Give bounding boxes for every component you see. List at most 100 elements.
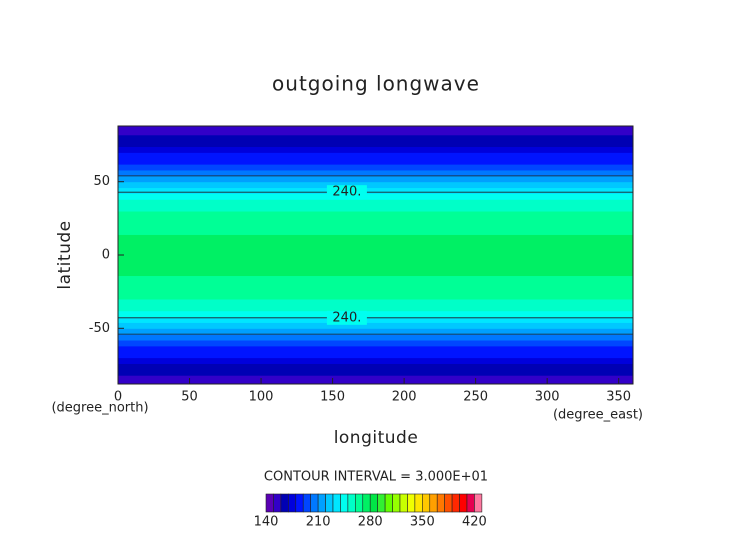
band (118, 381, 633, 385)
colorbar-cell (377, 493, 386, 513)
band (118, 126, 633, 130)
x-tick-label: 0 (114, 390, 122, 405)
y-axis-label: latitude (55, 220, 75, 289)
x-tick-label: 50 (181, 390, 198, 405)
band (118, 187, 633, 194)
band (118, 211, 633, 218)
colorbar-cell (422, 493, 431, 513)
colorbar-tick-label: 350 (410, 515, 435, 530)
colorbar-cell (369, 493, 378, 513)
colorbar-cell (459, 493, 468, 513)
colorbar-cell (444, 493, 453, 513)
contour-label-bg (326, 310, 367, 325)
colorbar-tick-label: 210 (306, 515, 331, 530)
x-tick-label: 250 (463, 390, 488, 405)
band (118, 222, 633, 230)
colorbar-cell (414, 493, 423, 513)
colorbar-cell (273, 493, 282, 513)
band (118, 322, 633, 329)
band (118, 146, 633, 153)
colorbar-cell (288, 493, 297, 513)
contour-interval: CONTOUR INTERVAL = 3.000E+01 (264, 470, 488, 485)
band (118, 246, 633, 253)
colorbar-cell (436, 493, 445, 513)
contour-label-bg (326, 185, 367, 200)
band (118, 252, 633, 259)
colorbar-cell (429, 493, 438, 513)
x-axis-label: longitude (334, 428, 419, 448)
band (118, 304, 633, 312)
band (118, 152, 633, 159)
band (118, 340, 633, 347)
band (118, 345, 633, 353)
band (118, 216, 633, 224)
band (118, 363, 633, 370)
band (118, 240, 633, 247)
band (118, 164, 633, 171)
x-tick-label: 200 (392, 390, 417, 405)
y-tick-label: 50 (93, 174, 110, 189)
colorbar-cell (399, 493, 408, 513)
band (118, 369, 633, 376)
band (118, 375, 633, 382)
band (118, 316, 633, 323)
colorbar-cell (407, 493, 416, 513)
band (118, 263, 633, 271)
band (118, 128, 633, 136)
colorbar-cell (295, 493, 304, 513)
band (118, 140, 633, 148)
x-tick-label: 350 (606, 390, 631, 405)
x-tick-label: 300 (535, 390, 560, 405)
x-tick-label: 150 (320, 390, 345, 405)
band (118, 169, 633, 177)
band (118, 269, 633, 277)
colorbar-cell (451, 493, 460, 513)
colorbar-cell (280, 493, 289, 513)
field (118, 126, 633, 385)
band (118, 287, 633, 294)
band (118, 310, 633, 318)
colorbar-cell (474, 493, 483, 513)
band (118, 275, 633, 282)
band (118, 181, 633, 189)
band (118, 298, 633, 306)
colorbar-cell (355, 493, 364, 513)
colorbar-cell (340, 493, 349, 513)
colorbar-cell (265, 493, 274, 513)
colorbar-cell (384, 493, 393, 513)
chart-title: outgoing longwave (272, 72, 480, 96)
y-tick-label: -50 (89, 321, 110, 336)
colorbar-cell (347, 493, 356, 513)
y-tick-label: 0 (102, 248, 110, 263)
band (118, 357, 633, 364)
band (118, 175, 633, 183)
colorbar-cell (317, 493, 326, 513)
band (118, 334, 633, 341)
contour-label: 240. (332, 310, 361, 325)
x-tick-label: 100 (249, 390, 274, 405)
colorbar-cell (362, 493, 371, 513)
contour-label: 240. (332, 185, 361, 200)
band (118, 234, 633, 241)
colorbar-cell (332, 493, 341, 513)
band (118, 199, 633, 206)
band (118, 351, 633, 359)
band (118, 205, 633, 212)
colorbar-tick-label: 420 (462, 515, 487, 530)
band (118, 158, 633, 165)
y-unit: (degree_north) (51, 401, 148, 416)
band (118, 193, 633, 200)
band (118, 134, 633, 142)
colorbar-cell (392, 493, 401, 513)
colorbar-cell (302, 493, 311, 513)
colorbar-cell (325, 493, 334, 513)
colorbar-tick-label: 140 (254, 515, 279, 530)
x-unit: (degree_east) (553, 408, 643, 423)
colorbar-tick-label: 280 (358, 515, 383, 530)
band (118, 293, 633, 300)
colorbar-cell (466, 493, 475, 513)
band (118, 328, 633, 335)
band (118, 257, 633, 265)
band (118, 281, 633, 288)
